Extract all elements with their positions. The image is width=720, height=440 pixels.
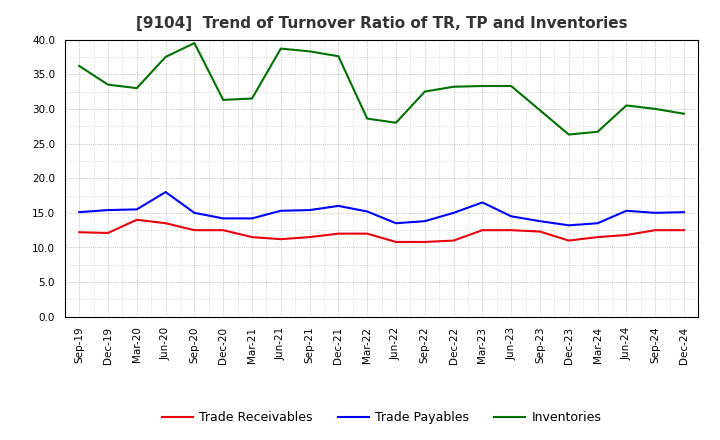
- Trade Payables: [75, 209, 84, 215]
- Inventories: [680, 111, 688, 117]
- Inventories: [334, 54, 343, 59]
- Trade Receivables: [420, 239, 429, 245]
- Inventories: [363, 116, 372, 121]
- Line: Trade Payables: Trade Payables: [79, 192, 684, 225]
- Inventories: [449, 84, 458, 89]
- Trade Receivables: [276, 237, 285, 242]
- Trade Payables: [392, 220, 400, 226]
- Title: [9104]  Trend of Turnover Ratio of TR, TP and Inventories: [9104] Trend of Turnover Ratio of TR, TP…: [136, 16, 627, 32]
- Trade Receivables: [219, 227, 228, 233]
- Inventories: [593, 129, 602, 134]
- Trade Payables: [593, 220, 602, 226]
- Inventories: [75, 63, 84, 69]
- Trade Receivables: [680, 227, 688, 233]
- Trade Payables: [680, 209, 688, 215]
- Trade Receivables: [507, 227, 516, 233]
- Trade Payables: [190, 210, 199, 216]
- Trade Payables: [651, 210, 660, 216]
- Trade Receivables: [104, 230, 112, 235]
- Legend: Trade Receivables, Trade Payables, Inventories: Trade Receivables, Trade Payables, Inven…: [157, 406, 606, 429]
- Trade Receivables: [75, 230, 84, 235]
- Trade Payables: [507, 214, 516, 219]
- Trade Payables: [132, 207, 141, 212]
- Trade Receivables: [449, 238, 458, 243]
- Trade Receivables: [622, 232, 631, 238]
- Trade Payables: [536, 219, 544, 224]
- Trade Payables: [305, 207, 314, 213]
- Trade Payables: [161, 189, 170, 194]
- Trade Payables: [334, 203, 343, 209]
- Line: Trade Receivables: Trade Receivables: [79, 220, 684, 242]
- Trade Receivables: [564, 238, 573, 243]
- Trade Payables: [420, 219, 429, 224]
- Trade Payables: [219, 216, 228, 221]
- Inventories: [507, 84, 516, 89]
- Inventories: [536, 108, 544, 113]
- Trade Payables: [478, 200, 487, 205]
- Trade Receivables: [305, 235, 314, 240]
- Trade Receivables: [363, 231, 372, 236]
- Inventories: [276, 46, 285, 51]
- Trade Receivables: [190, 227, 199, 233]
- Trade Receivables: [478, 227, 487, 233]
- Trade Receivables: [248, 235, 256, 240]
- Inventories: [190, 40, 199, 46]
- Trade Payables: [363, 209, 372, 214]
- Trade Payables: [449, 210, 458, 216]
- Inventories: [132, 85, 141, 91]
- Trade Payables: [622, 208, 631, 213]
- Inventories: [104, 82, 112, 87]
- Inventories: [420, 89, 429, 94]
- Trade Receivables: [593, 235, 602, 240]
- Inventories: [392, 120, 400, 125]
- Trade Receivables: [651, 227, 660, 233]
- Inventories: [478, 84, 487, 89]
- Trade Payables: [248, 216, 256, 221]
- Trade Payables: [564, 223, 573, 228]
- Line: Inventories: Inventories: [79, 43, 684, 135]
- Inventories: [651, 106, 660, 111]
- Inventories: [622, 103, 631, 108]
- Trade Receivables: [132, 217, 141, 222]
- Inventories: [219, 97, 228, 103]
- Inventories: [248, 96, 256, 101]
- Trade Receivables: [536, 229, 544, 234]
- Inventories: [305, 49, 314, 54]
- Trade Receivables: [392, 239, 400, 245]
- Trade Payables: [104, 207, 112, 213]
- Trade Payables: [276, 208, 285, 213]
- Trade Receivables: [334, 231, 343, 236]
- Trade Receivables: [161, 220, 170, 226]
- Inventories: [161, 54, 170, 59]
- Inventories: [564, 132, 573, 137]
